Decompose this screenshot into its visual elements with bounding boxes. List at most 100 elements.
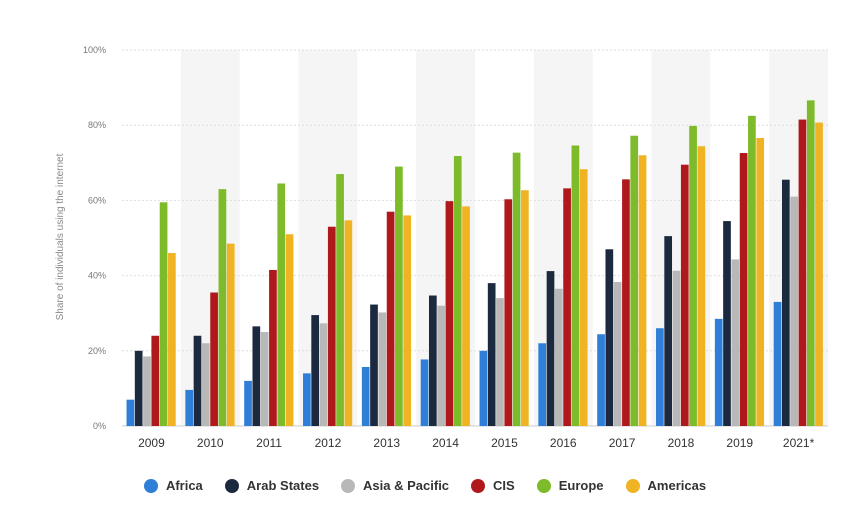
bar-europe: [453, 156, 462, 427]
bar-europe: [336, 174, 344, 426]
x-tick-label: 2019: [726, 436, 753, 450]
bars: [126, 100, 823, 427]
bar-asia-pacific: [790, 196, 798, 426]
bar-africa: [420, 359, 429, 426]
gridlines: [122, 49, 828, 427]
legend-swatch: [625, 478, 640, 493]
y-axis-ticks: 0% 20% 40% 60% 80% 100%: [83, 45, 106, 431]
legend-swatch: [341, 478, 356, 493]
legend-label: Europe: [558, 478, 604, 493]
bar-americas: [285, 234, 294, 426]
bar-asia-pacific: [496, 298, 504, 426]
bar-americas: [226, 243, 235, 426]
bar-cis: [680, 164, 689, 426]
bar-cis: [386, 211, 395, 426]
y-tick-label: 40%: [88, 271, 106, 281]
legend-swatch: [536, 478, 551, 493]
bar-europe: [159, 202, 168, 426]
bar-arab-states: [723, 221, 731, 426]
bar-cis: [563, 188, 571, 426]
bar-americas: [168, 253, 176, 426]
bar-europe: [689, 125, 697, 427]
legend-label: Arab States: [246, 478, 320, 493]
bar-asia-pacific: [319, 323, 328, 426]
bar-africa: [479, 350, 488, 426]
bar-asia-pacific: [672, 270, 681, 426]
bar-europe: [748, 115, 756, 427]
bar-americas: [815, 122, 823, 427]
bar-cis: [269, 269, 277, 426]
bar-arab-states: [546, 271, 555, 426]
bar-arab-states: [487, 283, 496, 426]
bar-asia-pacific: [731, 259, 740, 426]
bar-africa: [656, 328, 664, 426]
bar-europe: [630, 135, 639, 426]
y-tick-label: 20%: [88, 346, 106, 356]
x-axis-ticks: 2009 2010 2011 2012 2013 2014 2015 2016 2017 2018…: [138, 436, 815, 450]
x-tick-label: 2018: [668, 436, 695, 450]
bar-arab-states: [193, 335, 202, 426]
y-tick-label: 60%: [88, 195, 106, 205]
bar-asia-pacific: [554, 288, 563, 426]
legend-item-asia-pacific[interactable]: Asia & Pacific: [341, 478, 449, 493]
bar-cis: [622, 179, 630, 426]
bar-asia-pacific: [260, 332, 269, 426]
legend-item-cis[interactable]: CIS: [471, 478, 515, 493]
bar-americas: [462, 206, 470, 426]
legend-item-africa[interactable]: Africa: [143, 478, 203, 493]
legend-item-arab-states[interactable]: Arab States: [224, 478, 320, 493]
bar-arab-states: [252, 326, 261, 426]
legend-swatch: [224, 478, 239, 493]
bar-americas: [403, 215, 412, 426]
bar-africa: [597, 334, 605, 426]
x-tick-label: 2017: [609, 436, 636, 450]
bar-africa: [126, 399, 135, 426]
bar-arab-states: [428, 295, 437, 426]
bar-africa: [538, 343, 547, 426]
bar-americas: [579, 169, 588, 426]
bar-africa: [773, 301, 782, 426]
y-tick-label: 100%: [83, 45, 106, 55]
x-tick-label: 2016: [550, 436, 577, 450]
bar-europe: [512, 152, 521, 426]
bar-asia-pacific: [437, 305, 445, 426]
legend-item-europe[interactable]: Europe: [536, 478, 604, 493]
bar-cis: [151, 335, 160, 426]
bar-arab-states: [134, 350, 143, 426]
bar-cis: [210, 292, 218, 426]
bar-americas: [638, 155, 647, 426]
bar-africa: [361, 366, 370, 426]
bar-americas: [521, 190, 529, 426]
x-tick-label: 2012: [315, 436, 342, 450]
bar-europe: [277, 183, 286, 426]
x-tick-label: 2013: [373, 436, 400, 450]
bar-asia-pacific: [613, 281, 622, 426]
legend-swatch: [471, 478, 486, 493]
bar-europe: [806, 100, 815, 426]
x-tick-label: 2015: [491, 436, 518, 450]
x-tick-label: 2014: [432, 436, 459, 450]
bar-africa: [185, 389, 194, 426]
bar-arab-states: [605, 249, 614, 426]
bar-africa: [303, 373, 311, 426]
legend-label: Americas: [647, 478, 707, 493]
bar-cis: [504, 199, 513, 426]
bar-cis: [445, 201, 454, 426]
bar-europe: [395, 166, 403, 426]
bar-arab-states: [311, 315, 320, 426]
bar-americas: [697, 146, 706, 427]
bar-americas: [756, 137, 765, 426]
bar-asia-pacific: [201, 343, 210, 426]
bar-asia-pacific: [378, 312, 387, 426]
x-tick-label: 2010: [197, 436, 224, 450]
bar-cis: [739, 153, 748, 427]
bar-europe: [218, 189, 227, 426]
y-tick-label: 80%: [88, 120, 106, 130]
bar-africa: [244, 380, 252, 426]
x-tick-label: 2021*: [783, 436, 815, 450]
legend: Africa Arab States Asia & Pacific CIS Europe…: [0, 478, 850, 493]
legend-swatch: [143, 478, 158, 493]
legend-label: Africa: [165, 478, 203, 493]
legend-item-americas[interactable]: Americas: [625, 478, 707, 493]
